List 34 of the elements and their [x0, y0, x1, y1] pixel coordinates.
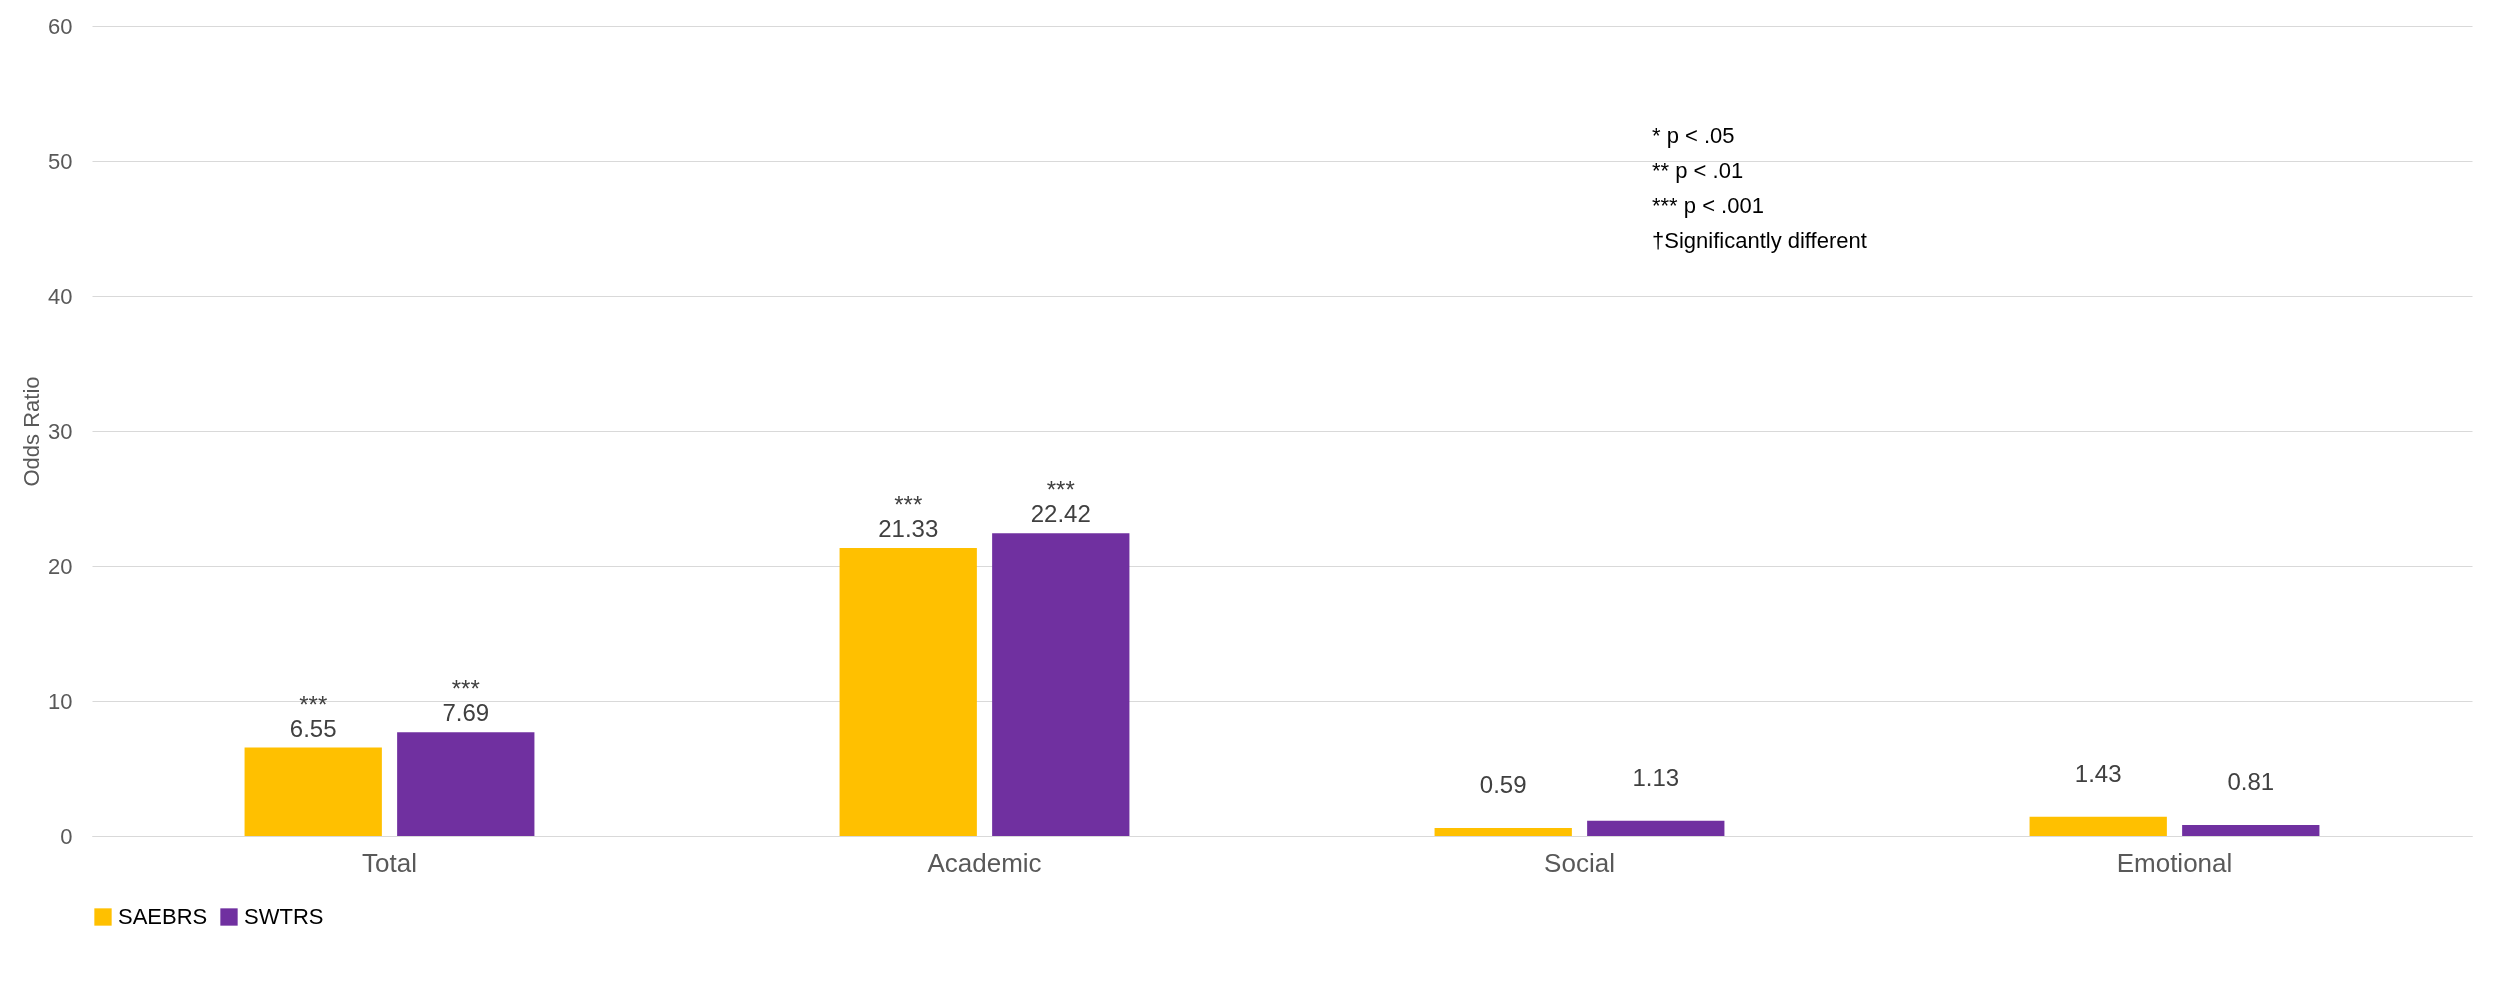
bar: [2182, 825, 2320, 836]
y-tick-label: 10: [48, 688, 73, 714]
annotation: †Significantly different: [1652, 228, 1867, 253]
bar: [839, 548, 977, 836]
bar: [1587, 820, 1725, 836]
y-tick-label: 40: [48, 283, 73, 309]
y-tick-label: 30: [48, 418, 73, 444]
annotation: ** p < .01: [1652, 158, 1744, 183]
data-label: 1.43: [2074, 759, 2122, 787]
data-label: *** 21.33: [878, 491, 939, 543]
annotation: *** p < .001: [1652, 193, 1764, 218]
bar: [1434, 828, 1572, 836]
y-tick-label: 50: [48, 148, 73, 174]
y-tick-label: 20: [48, 553, 73, 579]
data-label: *** 22.42: [1030, 476, 1091, 528]
x-tick-label: Emotional: [2116, 847, 2233, 878]
bar: [397, 732, 535, 836]
y-axis-title: Odds Ratio: [19, 376, 45, 487]
x-tick-label: Academic: [927, 847, 1042, 878]
legend-label: SWTRS: [244, 904, 324, 929]
legend-label: SAEBRS: [118, 904, 208, 929]
data-label: 0.81: [2227, 768, 2275, 796]
data-label: *** 7.69: [442, 675, 490, 727]
data-label: 1.13: [1632, 763, 1680, 791]
data-label: 0.59: [1479, 771, 1527, 799]
annotation: * p < .05: [1652, 123, 1735, 148]
x-tick-label: Social: [1544, 847, 1615, 878]
bar: [2029, 816, 2167, 836]
y-tick-label: 60: [48, 13, 73, 39]
y-tick-label: 0: [60, 823, 73, 849]
bar: [244, 747, 382, 836]
data-label: *** 6.55: [289, 690, 337, 742]
x-tick-label: Total: [362, 847, 417, 878]
bar: [992, 533, 1130, 836]
